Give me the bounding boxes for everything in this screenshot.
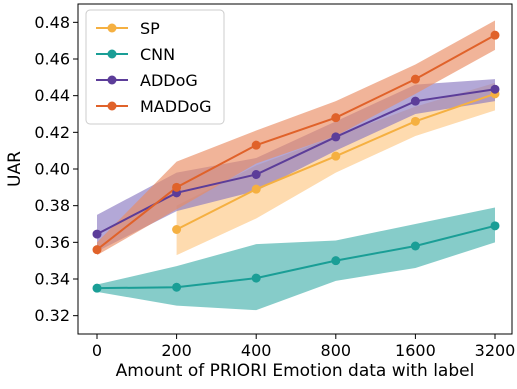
addog-series-line (96, 88, 496, 235)
series-points (92, 30, 500, 293)
legend-marker-maddog (107, 101, 117, 111)
sp-data-point (331, 151, 341, 161)
legend-marker-cnn (107, 49, 117, 59)
y-tick-label: 0.42 (34, 123, 70, 142)
legend-label-sp: SP (140, 19, 160, 38)
y-tick-label: 0.44 (34, 86, 70, 105)
legend-label-addog: ADDoG (140, 71, 198, 90)
x-tick-label: 0 (92, 341, 102, 360)
maddog-data-point (490, 30, 500, 40)
y-tick-label: 0.48 (34, 13, 70, 32)
y-axis-ticks: 0.32 0.34 0.36 0.38 0.40 0.42 0.44 0.46 0.48 (34, 13, 78, 325)
maddog-data-point (410, 74, 420, 84)
y-tick-label: 0.40 (34, 160, 70, 179)
legend-frame (85, 9, 225, 125)
x-axis-label: Amount of PRIORI Emotion data with label (116, 361, 475, 381)
addog-data-point (92, 229, 102, 239)
addog-confidence-band (97, 79, 495, 252)
maddog-confidence-band (97, 20, 495, 256)
cnn-series-line (96, 224, 496, 290)
x-tick-label: 800 (321, 341, 352, 360)
y-axis-label: UAR (5, 151, 25, 187)
x-axis-ticks: 0 200 400 800 1600 3200 (92, 334, 515, 360)
legend-marker-addog (107, 75, 117, 85)
cnn-data-point (490, 221, 500, 231)
addog-data-point (251, 170, 261, 179)
maddog-series-line (96, 34, 496, 251)
x-tick-label: 1600 (395, 341, 436, 360)
cnn-data-point (251, 273, 261, 283)
legend: SP CNN ADDoG MADDoG (85, 9, 225, 125)
legend-label-maddog: MADDoG (140, 97, 212, 116)
x-tick-label: 200 (161, 341, 192, 360)
y-tick-label: 0.32 (34, 306, 70, 325)
legend-marker-sp (107, 23, 117, 33)
sp-data-point (251, 184, 261, 194)
maddog-data-point (251, 140, 261, 150)
addog-data-point (490, 84, 500, 94)
sp-confidence-band (176, 82, 495, 256)
y-tick-label: 0.46 (34, 50, 70, 69)
addog-data-point (410, 96, 420, 106)
y-tick-label: 0.36 (34, 233, 70, 252)
sp-data-point (172, 225, 182, 234)
cnn-data-point (172, 282, 182, 292)
x-tick-label: 3200 (475, 341, 516, 360)
maddog-data-point (172, 182, 182, 192)
maddog-data-point (331, 113, 341, 123)
y-tick-label: 0.38 (34, 196, 70, 215)
y-tick-label: 0.34 (34, 270, 70, 289)
legend-label-cnn: CNN (140, 45, 175, 64)
addog-data-point (331, 132, 341, 142)
cnn-data-point (410, 241, 420, 251)
cnn-data-point (92, 283, 102, 293)
cnn-confidence-band (97, 207, 495, 311)
x-tick-label: 400 (241, 341, 272, 360)
maddog-data-point (92, 245, 102, 255)
sp-data-point (410, 116, 420, 126)
cnn-data-point (331, 256, 341, 266)
